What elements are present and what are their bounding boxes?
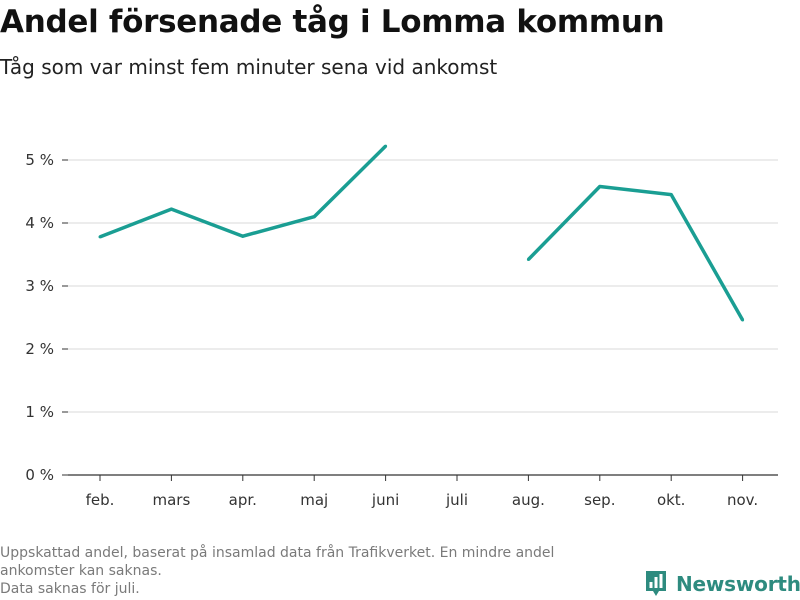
brand-logo[interactable]: Newsworthy [644,569,800,599]
gridlines [68,159,778,476]
data-point [241,234,245,238]
footnote-line-3: Data saknas för juli. [0,581,140,597]
x-tick-label: sep. [584,491,615,509]
y-tick-label: 0 % [25,466,54,484]
chart-subtitle: Tåg som var minst fem minuter sena vid a… [0,55,498,79]
x-tick-label: apr. [229,491,257,509]
newsworthy-logo-icon [646,571,666,596]
footnote: Uppskattad andel, baserat på insamlad da… [0,544,640,598]
x-tick-label: mars [153,491,191,509]
x-tick-label: nov. [727,491,758,509]
x-tick-label: juni [371,491,399,509]
x-tick-label: okt. [657,491,686,509]
x-tick-label: maj [300,491,328,509]
y-tick-label: 3 % [25,277,54,295]
footnote-line-1: Uppskattad andel, baserat på insamlad da… [0,545,555,561]
y-tick-label: 5 % [25,151,54,169]
data-point [312,215,316,219]
data-point [98,235,102,239]
data-lines [98,144,745,322]
data-point [598,184,602,188]
data-point [669,193,673,197]
data-point [526,258,530,262]
data-point [384,144,388,148]
y-tick-label: 4 % [25,214,54,232]
footnote-line-2: ankomster kan saknas. [0,563,162,579]
x-tick-label: aug. [512,491,545,509]
y-tick-label: 2 % [25,340,54,358]
brand-name: Newsworthy [676,572,800,596]
data-point [741,318,745,322]
x-tick-label: juli [445,491,468,509]
data-point [169,207,173,211]
y-tick-label: 1 % [25,403,54,421]
x-axis-ticks: feb. mars apr. maj juni juli aug. sep. okt. nov. [86,475,758,509]
x-tick-label: feb. [86,491,115,509]
series-line-segment-2 [527,184,745,321]
chart-title: Andel försenade tåg i Lomma kommun [0,4,665,40]
y-axis-ticks: 0 % 1 % 2 % 3 % 4 % 5 % [25,151,68,484]
